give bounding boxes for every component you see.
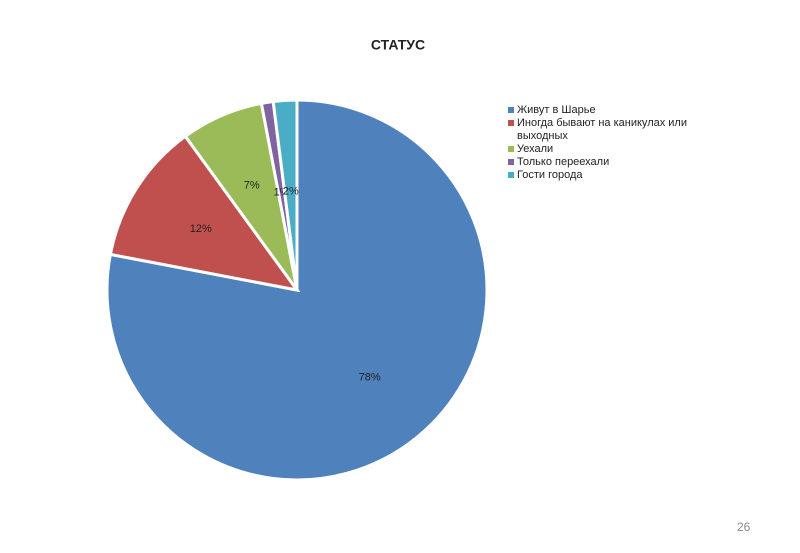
data-label: 7% (244, 179, 260, 191)
legend-item: Иногда бывают на каникулах или выходных (508, 117, 708, 143)
legend-item: Живут в Шарье (508, 104, 708, 117)
pie-slice (105, 98, 489, 482)
legend-label: Уехали (517, 143, 554, 155)
legend-label: Только переехали (517, 156, 610, 168)
legend-label: Гости города (517, 169, 583, 181)
legend-swatch (508, 159, 514, 165)
legend-swatch (508, 172, 514, 178)
legend-label: Иногда бывают на каникулах или выходных (517, 117, 687, 142)
data-label: 78% (359, 372, 381, 384)
legend-label: Живут в Шарье (517, 104, 596, 116)
page-number: 26 (737, 520, 751, 534)
legend-swatch (508, 107, 514, 113)
legend-swatch (508, 146, 514, 152)
data-label: 12% (190, 223, 212, 235)
chart-title: СТАТУС (371, 37, 425, 53)
pie-slice (108, 134, 301, 293)
legend-item: Уехали (508, 143, 708, 156)
legend-item: Только переехали (508, 156, 708, 169)
legend-item: Гости города (508, 169, 708, 182)
legend: Живут в Шарье Иногда бывают на каникулах … (508, 104, 708, 182)
data-label: 2% (283, 185, 299, 197)
legend-swatch (508, 120, 514, 126)
pie-slice (271, 98, 299, 291)
